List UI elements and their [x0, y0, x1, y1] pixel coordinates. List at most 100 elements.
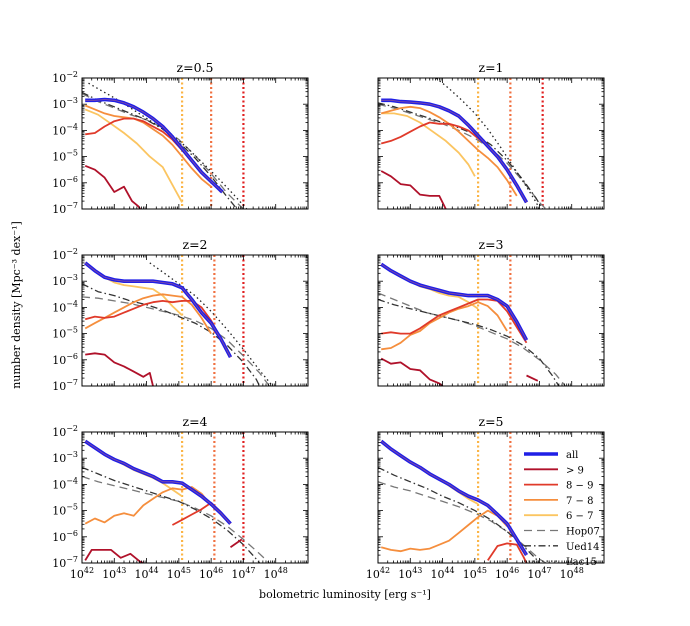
series-m6	[84, 262, 183, 316]
series-all	[84, 439, 232, 525]
x-tick-label: 1048	[264, 566, 288, 581]
y-tick-label: 10−7	[52, 378, 78, 393]
legend-label: > 9	[566, 465, 584, 476]
y-tick-label: 10−6	[52, 529, 78, 544]
x-tick-label: 1042	[70, 566, 94, 581]
legend: all > 9 8 − 9 7 − 8 6 − 7 Hop07 Ued14 Lac15	[524, 450, 600, 568]
series-m9	[380, 170, 447, 209]
series-m8	[380, 121, 528, 203]
legend-label: all	[566, 450, 578, 461]
legend-entry-m7: 7 − 8	[524, 496, 593, 507]
series-m9-segment	[526, 374, 539, 382]
y-tick-label: 10−6	[52, 352, 78, 367]
panel-frame	[377, 254, 605, 387]
y-tick-label: 10−5	[52, 503, 78, 518]
series-m7	[380, 105, 518, 197]
panel-frame	[377, 431, 605, 564]
panels-group: z=0.5 10−2 10−3 10−4 10−5 10−6 10−7 z=1 z=2 10−2 1…	[52, 60, 605, 581]
panel-title: z=0.5	[177, 60, 214, 75]
panel-title: z=4	[182, 414, 207, 429]
legend-entry-hop07: Hop07	[524, 527, 600, 538]
x-tick-label: 1043	[102, 566, 126, 581]
y-tick-label: 10−4	[52, 476, 78, 491]
series-ued14	[378, 102, 544, 209]
series-m7	[380, 509, 508, 553]
plot-area	[82, 432, 270, 563]
legend-label: 7 − 8	[566, 496, 593, 507]
series-m9-segment	[229, 538, 243, 549]
y-tick-label: 10−4	[52, 299, 78, 314]
x-tick-label: 1046	[199, 566, 223, 581]
x-tick-label: 1044	[134, 566, 158, 581]
x-tick-label: 1045	[167, 566, 191, 581]
panel-z-3: z=3	[377, 237, 605, 387]
panel-z-0-5: z=0.5 10−2 10−3 10−4 10−5 10−6 10−7	[52, 60, 309, 216]
series-m9	[380, 357, 444, 386]
series-m9	[84, 549, 144, 563]
legend-label: Lac15	[566, 557, 597, 568]
panel-z-5: z=5 1042 1043 1044 1045 1046 1047 1048	[366, 414, 605, 581]
x-tick-label: 1047	[527, 566, 551, 581]
y-tick-label: 10−2	[52, 424, 78, 439]
plot-area	[82, 78, 248, 209]
series-all	[84, 261, 233, 359]
legend-entry-m6: 6 − 7	[524, 511, 593, 522]
legend-label: 8 − 9	[566, 481, 593, 492]
legend-label: 6 − 7	[566, 511, 593, 522]
x-tick-label: 1045	[463, 566, 487, 581]
x-axis-label: bolometric luminosity [erg s⁻¹]	[259, 588, 431, 601]
series-ued14	[378, 298, 560, 386]
panel-title: z=1	[478, 60, 503, 75]
series-hop07	[378, 481, 547, 563]
series-ued14	[378, 466, 540, 563]
plot-area	[378, 432, 547, 563]
series-m6	[381, 112, 476, 177]
panel-z-1: z=1	[377, 60, 605, 210]
plot-area	[82, 255, 274, 386]
plot-area	[378, 78, 547, 209]
panel-title: z=3	[478, 237, 503, 252]
legend-entry-m8: 8 − 9	[524, 481, 593, 492]
y-tick-label: 10−3	[52, 96, 78, 111]
y-tick-label: 10−7	[52, 201, 78, 216]
x-tick-label: 1044	[430, 566, 454, 581]
series-m8	[487, 542, 528, 563]
y-tick-label: 10−2	[52, 70, 78, 85]
y-tick-label: 10−3	[52, 273, 78, 288]
x-tick-label: 1043	[398, 566, 422, 581]
y-axis-label: number density [Mpc⁻³ dex⁻¹]	[10, 221, 23, 389]
series-m7	[84, 486, 212, 525]
x-tick-label: 1048	[560, 566, 584, 581]
series-all-inner	[381, 99, 527, 203]
y-tick-label: 10−6	[52, 175, 78, 190]
series-hop07	[82, 93, 244, 209]
series-hop07	[378, 292, 566, 386]
series-m9	[85, 352, 154, 386]
panel-frame	[81, 254, 309, 387]
y-tick-label: 10−5	[52, 149, 78, 164]
series-hop07	[82, 475, 270, 563]
panel-frame	[377, 77, 605, 210]
series-ued14	[82, 466, 261, 563]
legend-label: Hop07	[566, 527, 600, 538]
legend-entry-all: all	[524, 450, 578, 461]
y-tick-label: 10−2	[52, 247, 78, 262]
legend-entry-lac15: Lac15	[524, 557, 597, 568]
panel-frame	[81, 431, 309, 564]
panel-z-2: z=2 10−2 10−3 10−4 10−5 10−6 10−7	[52, 237, 309, 393]
series-m8	[84, 300, 232, 358]
series-m6	[84, 108, 183, 203]
y-tick-label: 10−3	[52, 450, 78, 465]
panel-frame	[81, 77, 309, 210]
legend-entry-ued14: Ued14	[524, 542, 599, 553]
series-all-inner	[380, 263, 527, 341]
series-all-inner	[85, 99, 223, 193]
legend-label: Ued14	[566, 542, 599, 553]
series-all-inner	[84, 440, 231, 524]
y-tick-label: 10−4	[52, 122, 78, 137]
series-all-inner	[380, 440, 527, 556]
series-ued14	[82, 91, 238, 209]
series-ued14	[82, 283, 261, 386]
